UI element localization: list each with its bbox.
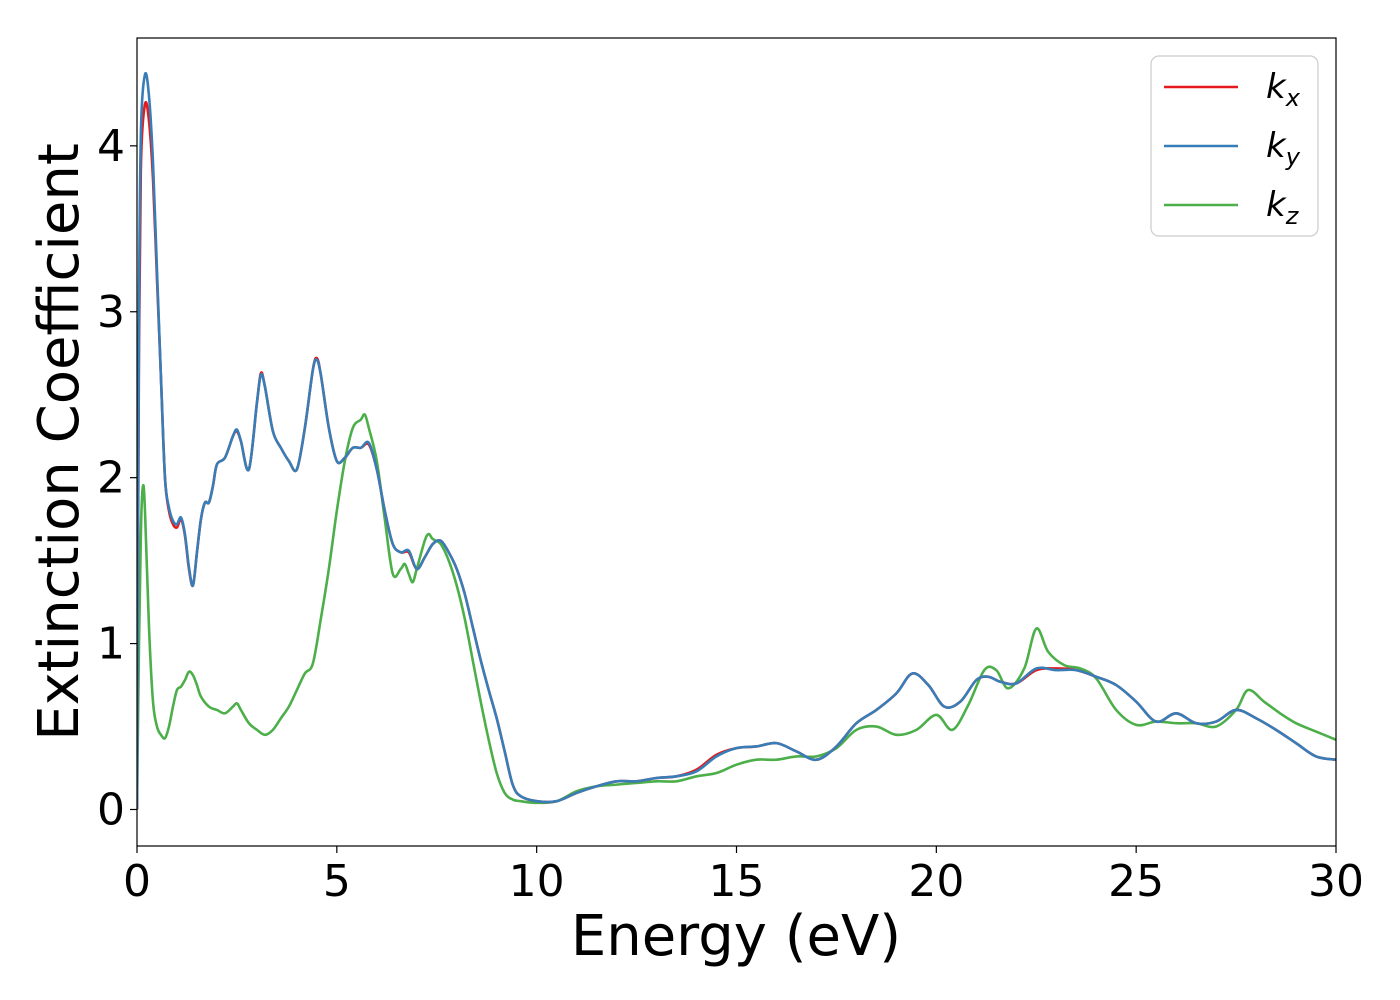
y-tick-label: 2: [97, 453, 125, 504]
y-axis-ticks: 0 1 2 3 4: [97, 121, 137, 835]
x-tick-label: 0: [123, 856, 151, 907]
y-tick-label: 4: [97, 121, 125, 172]
series-layer: [137, 71, 1336, 810]
x-tick-label: 10: [509, 856, 565, 907]
x-tick-label: 15: [709, 856, 765, 907]
y-axis-title: Extinction Coefficient: [27, 143, 92, 741]
x-tick-label: 20: [908, 856, 964, 907]
y-tick-label: 1: [97, 619, 125, 670]
x-tick-label: 30: [1308, 856, 1364, 907]
legend-label-ky: ky: [1266, 126, 1301, 171]
x-axis-ticks: 0 5 10 15 20 25 30: [123, 846, 1364, 907]
x-tick-label: 5: [323, 856, 351, 907]
x-tick-label: 25: [1108, 856, 1164, 907]
x-axis-title: Energy (eV): [571, 904, 901, 969]
y-tick-label: 3: [97, 287, 125, 338]
legend-label-kx: kx: [1266, 67, 1301, 112]
series-line-kz: [137, 413, 1336, 810]
y-tick-label: 0: [97, 784, 125, 835]
series-line-ky: [137, 71, 1336, 810]
